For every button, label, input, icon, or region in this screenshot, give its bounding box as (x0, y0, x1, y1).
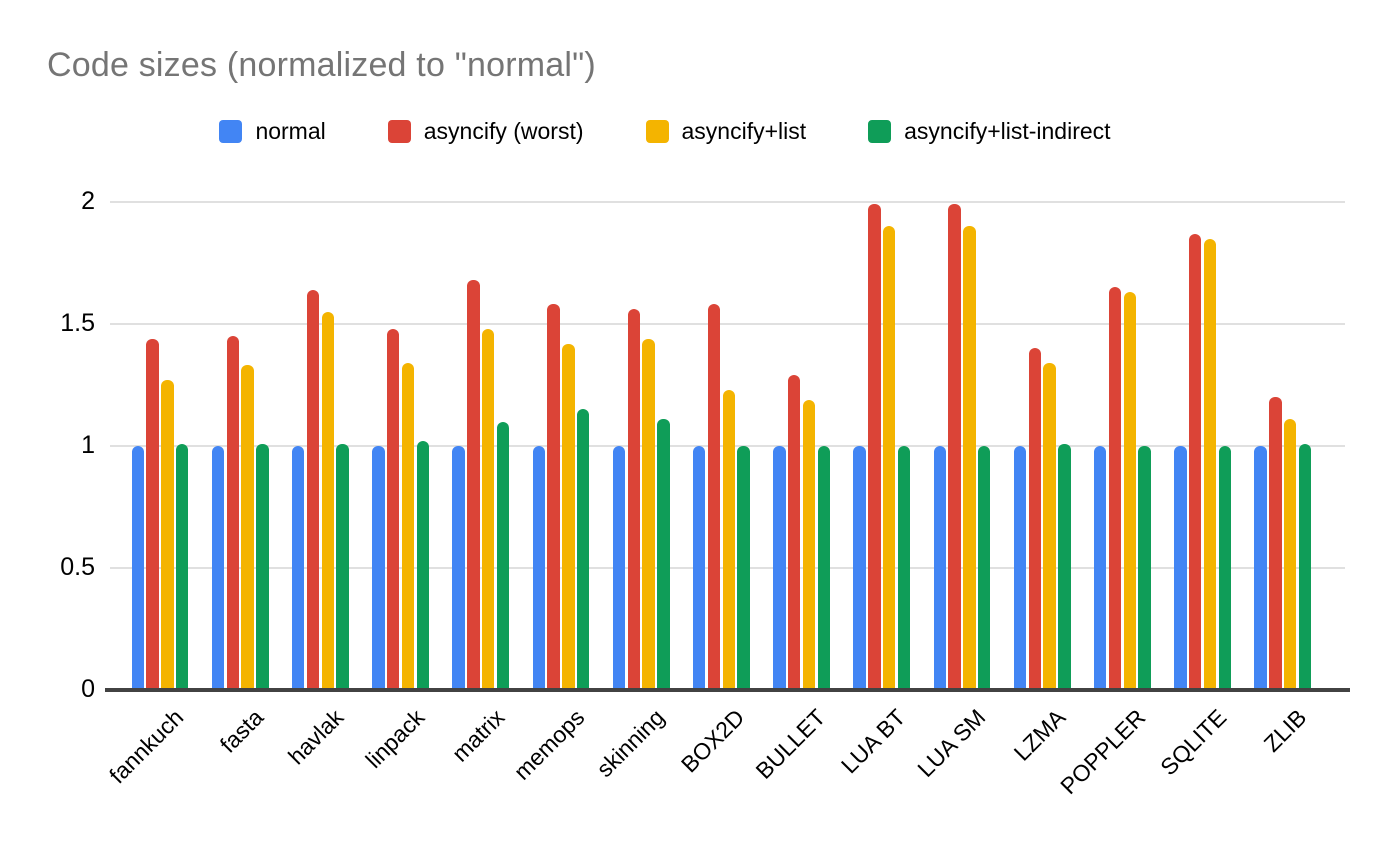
bar-asyncify-worst- (1028, 348, 1042, 690)
legend-item: asyncify+list-indirect (868, 118, 1111, 145)
x-tick-label-text: fasta (214, 704, 269, 758)
bar-normal (1254, 446, 1267, 690)
bar-asyncify-worst- (1269, 397, 1282, 690)
bar-asyncify-list (481, 328, 495, 690)
x-tick-label-text: ZLIB (1258, 704, 1312, 757)
chart-title: Code sizes (normalized to "normal") (47, 46, 596, 84)
y-tick-label: 1 (81, 431, 95, 459)
bar-asyncify-worst- (226, 336, 240, 690)
y-tick-label: 0.5 (60, 553, 95, 581)
bar-asyncify-list-indirect (1058, 443, 1071, 690)
bar-asyncify-worst- (707, 304, 721, 690)
legend-swatch (868, 120, 892, 143)
bar-asyncify-list (401, 363, 415, 690)
bar-asyncify-worst- (386, 328, 400, 690)
x-tick-label-text: LUA SM (912, 704, 991, 783)
gridline (110, 201, 1345, 203)
bar-normal (291, 446, 305, 690)
y-tick-label: 0 (81, 675, 95, 703)
legend: normal asyncify (worst) asyncify+list async… (110, 118, 1220, 145)
x-tick-label-text: fannkuch (103, 704, 189, 789)
bar-asyncify-list-indirect (1298, 443, 1312, 690)
legend-label: asyncify+list (681, 118, 807, 144)
bar-asyncify-list-indirect (737, 446, 750, 690)
bar-asyncify-list-indirect (897, 446, 911, 690)
bar-normal (1174, 446, 1187, 690)
bar-asyncify-list (722, 389, 736, 690)
x-tick-label-text: BOX2D (676, 704, 750, 778)
x-tick-label-text: LZMA (1008, 704, 1071, 766)
bar-normal (692, 446, 706, 690)
bar-normal (211, 446, 225, 690)
bar-asyncify-list-indirect (336, 443, 349, 690)
bar-asyncify-list-indirect (576, 409, 590, 690)
legend-label: asyncify+list-indirect (904, 118, 1111, 144)
bar-asyncify-list-indirect (416, 441, 430, 690)
x-tick-label-text: POPPLER (1055, 704, 1151, 800)
legend-item: asyncify (worst) (387, 118, 584, 145)
x-tick-label-text: LUA BT (835, 704, 911, 779)
bar-asyncify-worst- (467, 280, 480, 690)
bar-asyncify-list-indirect (1218, 446, 1232, 690)
bar-asyncify-worst- (1108, 287, 1122, 690)
x-tick-label-text: SQLITE (1154, 704, 1231, 781)
bar-asyncify-worst- (1188, 233, 1202, 690)
bar-normal (933, 446, 947, 690)
bar-asyncify-list-indirect (175, 443, 189, 690)
bar-asyncify-list (882, 226, 896, 690)
bar-asyncify-list-indirect (977, 446, 991, 690)
bar-asyncify-list (161, 380, 174, 690)
bar-normal (1093, 446, 1107, 690)
legend-swatch (387, 120, 411, 143)
bar-asyncify-list (642, 338, 655, 690)
x-tick-label-text: skinning (591, 704, 670, 783)
bar-asyncify-list (1203, 238, 1217, 690)
bar-asyncify-worst- (948, 204, 961, 690)
x-axis-line (105, 688, 1350, 692)
x-tick-label-text: BULLET (750, 704, 830, 784)
y-tick-label: 2 (81, 187, 95, 215)
bar-asyncify-list (1043, 363, 1056, 690)
legend-label: normal (255, 118, 326, 144)
legend-item: normal (219, 118, 326, 145)
bar-normal (532, 446, 546, 690)
bar-asyncify-list (1283, 419, 1297, 690)
x-tick-label-text: havlak (283, 704, 349, 770)
bar-asyncify-list (963, 226, 976, 690)
bar-asyncify-list (562, 343, 575, 690)
legend-item: asyncify+list (645, 118, 807, 145)
bar-asyncify-list (1123, 292, 1137, 690)
bar-normal (131, 446, 145, 690)
bar-normal (612, 446, 626, 690)
bar-asyncify-list-indirect (657, 419, 670, 690)
bar-asyncify-list-indirect (256, 443, 269, 690)
legend-swatch (219, 120, 243, 143)
x-tick-label-text: linpack (359, 704, 429, 774)
bar-asyncify-worst- (146, 338, 159, 690)
bar-asyncify-worst- (306, 289, 320, 690)
bar-normal (372, 446, 385, 690)
x-tick-label-text: memops (508, 704, 590, 785)
bar-normal (853, 446, 866, 690)
bar-normal (773, 446, 786, 690)
bar-asyncify-list-indirect (1138, 446, 1151, 690)
y-tick-label: 1.5 (60, 309, 95, 337)
bar-normal (1013, 446, 1027, 690)
bar-asyncify-worst- (787, 375, 801, 690)
bar-asyncify-list-indirect (817, 446, 831, 690)
x-tick-label-text: matrix (446, 704, 510, 767)
bar-asyncify-worst- (547, 304, 560, 690)
bar-asyncify-list (241, 365, 254, 690)
legend-label: asyncify (worst) (423, 118, 584, 144)
bar-asyncify-worst- (868, 204, 881, 690)
bar-asyncify-worst- (627, 309, 641, 690)
bar-asyncify-list (802, 399, 816, 690)
bar-asyncify-list-indirect (496, 421, 510, 690)
bar-asyncify-list (321, 311, 335, 690)
gridline (110, 323, 1345, 325)
legend-swatch (645, 120, 669, 143)
bar-normal (452, 446, 465, 690)
